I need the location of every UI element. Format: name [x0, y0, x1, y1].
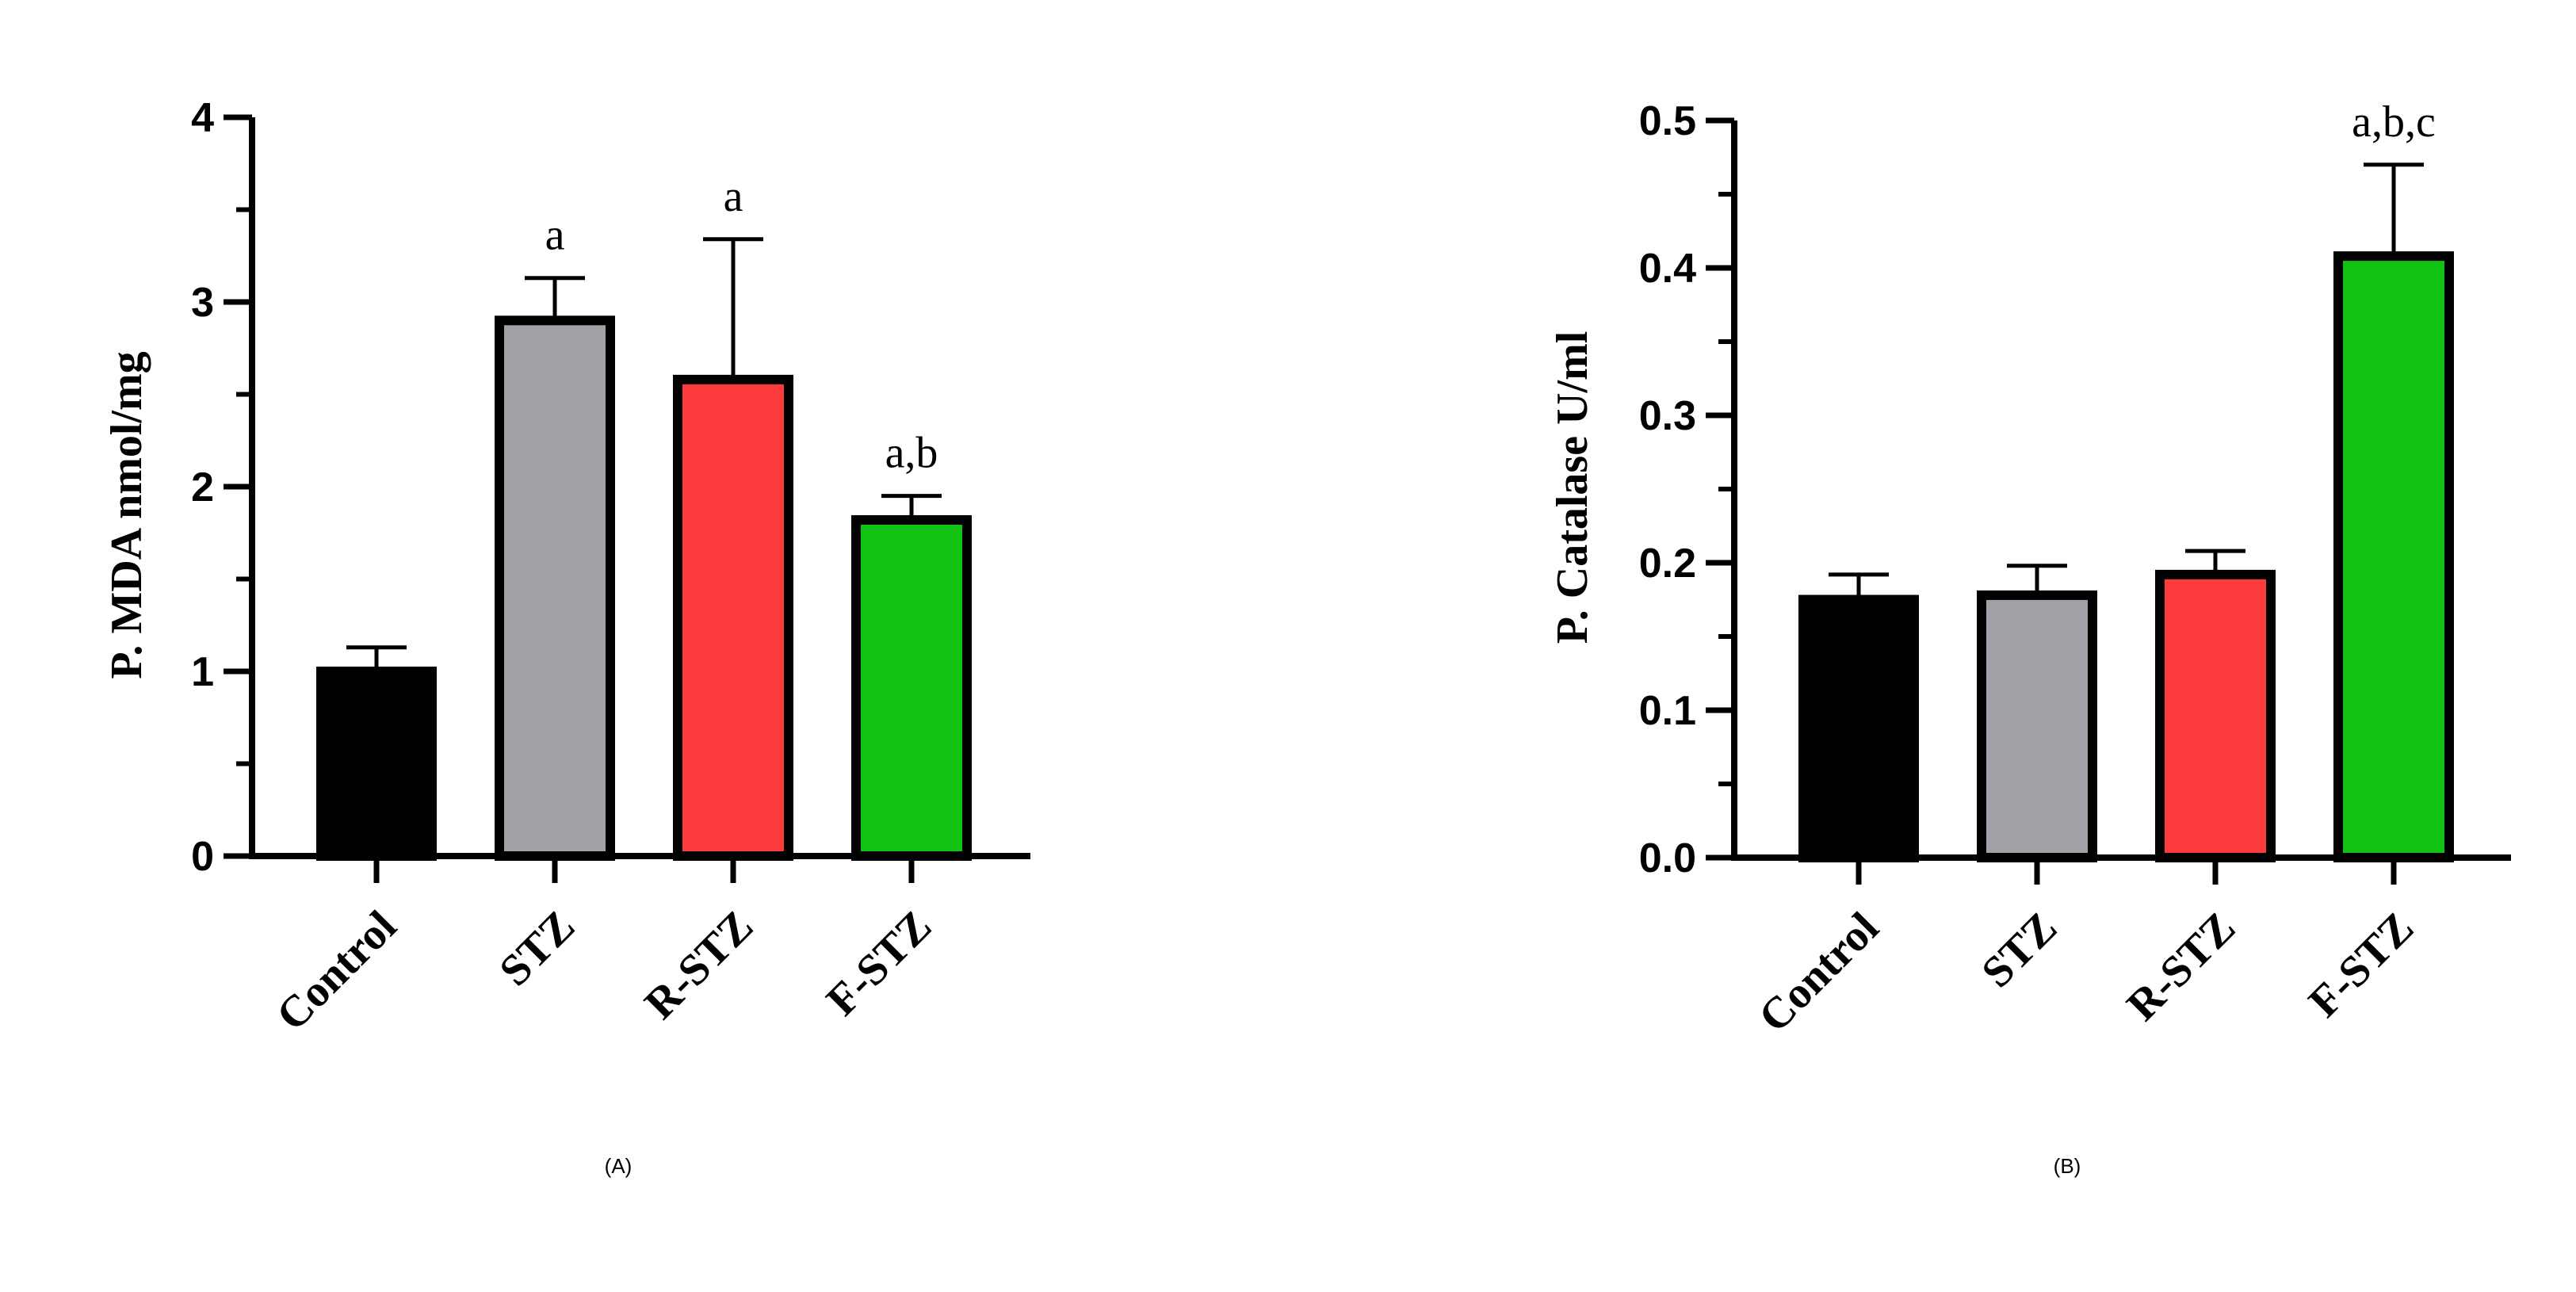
bars-group: a,b,c [1798, 97, 2454, 862]
bar [1798, 594, 1919, 862]
category-label: STZ [490, 901, 584, 996]
y-axis-label: P. MDA nmol/mg [102, 351, 151, 678]
y-tick-label: 0.1 [1639, 688, 1696, 734]
y-tick-label: 0.2 [1639, 541, 1696, 587]
x-categories: Control STZ R-STZ F-STZ [267, 856, 941, 1040]
panel-label: (B) [2054, 1154, 2081, 1178]
y-tick-label: 0.0 [1639, 835, 1696, 881]
significance-label: a,b [885, 429, 938, 478]
category-label: R-STZ [2118, 903, 2245, 1030]
bar [495, 315, 615, 861]
category-label: STZ [1972, 903, 2066, 997]
significance-label: a [724, 172, 743, 221]
y-tick-label: 0.4 [1639, 246, 1696, 292]
panel-b: P. Catalase U/ml a,b,c 0.00.10.20.30.40.… [1548, 97, 2511, 1178]
bar [1977, 590, 2097, 862]
category-label: R-STZ [636, 901, 762, 1028]
bar [851, 514, 972, 861]
y-tick-label: 0.3 [1639, 393, 1696, 439]
y-tick-label: 2 [191, 464, 214, 510]
bar [316, 667, 437, 861]
bars-group: a a a,b [316, 172, 972, 861]
bar [2333, 251, 2454, 862]
panel-label: (A) [605, 1154, 633, 1178]
y-ticks: 0 1 2 3 4 [191, 95, 252, 880]
panel-a: P. MDA nmol/mg a a a,b 0 1 2 3 4 Control STZ R-S… [102, 95, 1030, 1178]
y-tick-label: 0.5 [1639, 98, 1696, 144]
category-label: Control [267, 901, 406, 1040]
bar [2155, 569, 2276, 862]
y-tick-label: 0 [191, 834, 214, 880]
significance-label: a,b,c [2352, 97, 2436, 147]
significance-label: a [545, 211, 565, 260]
category-label: F-STZ [817, 901, 941, 1025]
category-label: Control [1749, 903, 1888, 1042]
bar [673, 374, 793, 861]
y-axis-label: P. Catalase U/ml [1548, 331, 1597, 644]
x-categories: Control STZ R-STZ F-STZ [1749, 858, 2423, 1042]
y-tick-label: 3 [191, 280, 214, 326]
y-tick-label: 4 [191, 95, 214, 141]
y-tick-label: 1 [191, 649, 214, 695]
y-ticks: 0.0 0.1 0.2 0.3 0.4 0.5 [1639, 98, 1734, 881]
category-label: F-STZ [2299, 903, 2423, 1026]
